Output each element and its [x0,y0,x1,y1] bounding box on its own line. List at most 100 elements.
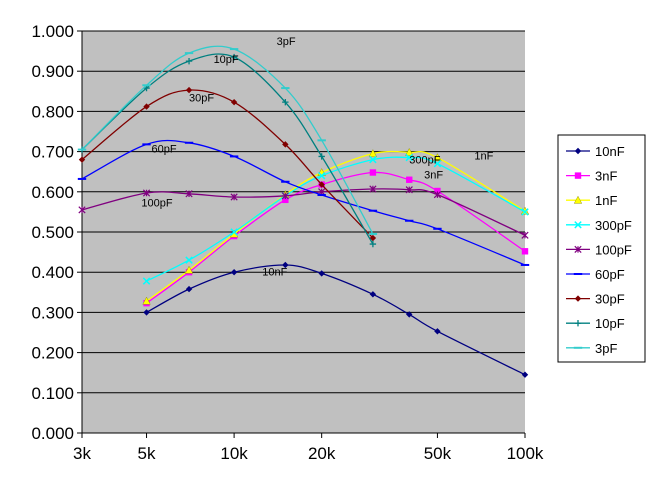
series-line-100pf [81,188,526,236]
legend-item-300pf: 300pF [566,218,632,233]
data-point [318,270,325,277]
data-point [143,103,150,110]
annotations: 3pF 10pF 30pF 60pF 100pF 10nF 300pF 3nF 1nF [141,36,493,278]
y-tick-label: 0.800 [31,102,74,121]
legend-item-100pf: 100pF [566,242,632,257]
x-tick-label: 20k [308,444,336,463]
y-axis-ticks: 0.000 0.100 0.200 0.300 0.400 0.500 0.600 0.700… [31,22,525,443]
data-point [230,228,238,236]
data-point [143,309,150,316]
y-tick-label: 0.500 [31,223,74,242]
legend-label: 30pF [595,292,625,307]
legend: 10nF 3nF 1nF 300pF 100pF 60pF 30pF 10pF 3pF [566,144,632,356]
series-group [77,45,530,378]
data-point [405,153,413,162]
series-3pf [77,45,378,236]
data-point [230,193,238,201]
series-30pf [78,86,377,242]
data-point [433,159,442,168]
data-point [185,190,193,198]
series-10pf [78,53,377,248]
legend-item-10nf: 10nF [566,144,625,159]
gridlines [82,30,525,434]
data-point [369,169,377,176]
series-300pf [142,153,529,285]
data-point [185,285,193,293]
annotation-10pf: 10pF [214,54,239,66]
y-tick-label: 0.000 [31,424,74,443]
y-tick-label: 0.600 [31,183,74,202]
data-point [230,269,238,276]
legend-label: 1nF [595,193,617,208]
y-tick-label: 0.200 [31,344,74,363]
data-point [142,277,151,285]
data-point [405,186,413,194]
legend-label: 300pF [595,218,632,233]
data-point [282,98,289,106]
data-point [433,153,442,162]
data-point [230,98,238,106]
data-point [185,86,193,94]
data-point [142,296,151,305]
legend-label: 100pF [595,242,632,257]
x-axis-ticks: 3k 5k 10k 20k 50k 100k [73,433,544,463]
legend-marker [574,320,582,327]
x-tick-label: 50k [424,444,452,463]
data-point [521,248,529,255]
legend-marker [574,295,582,302]
data-point [406,311,413,318]
annotation-100pf: 100pF [141,198,172,210]
x-tick-label: 10k [220,444,248,463]
data-point [521,208,529,216]
legend-item-10pf: 10pF [566,316,625,331]
x-tick-label: 5k [138,444,156,463]
y-tick-label: 0.400 [31,263,74,282]
data-point [369,185,377,193]
legend-label: 3nF [595,169,617,184]
series-60pf [77,139,530,266]
data-point [281,192,289,200]
annotation-3nf: 3nF [424,170,443,182]
data-point [230,53,238,61]
data-point [433,190,442,199]
legend-label: 10nF [595,144,625,159]
data-point [282,141,289,148]
data-point [318,153,325,160]
data-point [521,231,529,239]
annotation-3pf: 3pF [277,36,296,48]
x-tick-label: 3k [73,444,91,463]
data-point [369,155,377,164]
legend-item-1nf: 1nF [566,193,617,208]
annotation-10nf: 10nF [262,266,287,278]
data-point [184,265,194,274]
y-tick-label: 1.000 [31,22,74,41]
data-point [405,147,414,156]
data-point [369,291,377,298]
data-point [142,189,151,197]
y-tick-label: 0.100 [31,384,74,403]
data-point [434,187,441,195]
legend-label: 10pF [595,316,625,331]
legend-marker [574,221,582,229]
annotation-300pf: 300pF [409,155,440,167]
series-10nf [143,261,529,378]
y-tick-label: 0.300 [31,303,74,322]
y-tick-label: 0.700 [31,143,74,162]
annotation-60pf: 60pF [151,143,176,155]
data-point [185,57,193,65]
data-point [434,328,441,335]
data-point [282,261,289,269]
x-tick-label: 100k [507,444,544,463]
legend-box [557,134,646,363]
legend-label: 60pF [595,267,625,282]
data-point [406,176,413,183]
annotation-30pf: 30pF [189,92,214,104]
data-point [78,156,86,163]
data-point [369,240,377,248]
data-point [368,149,378,158]
legend-item-3nf: 3nF [566,169,617,184]
data-point [369,234,377,242]
data-point [521,371,529,378]
legend-marker [573,195,583,204]
